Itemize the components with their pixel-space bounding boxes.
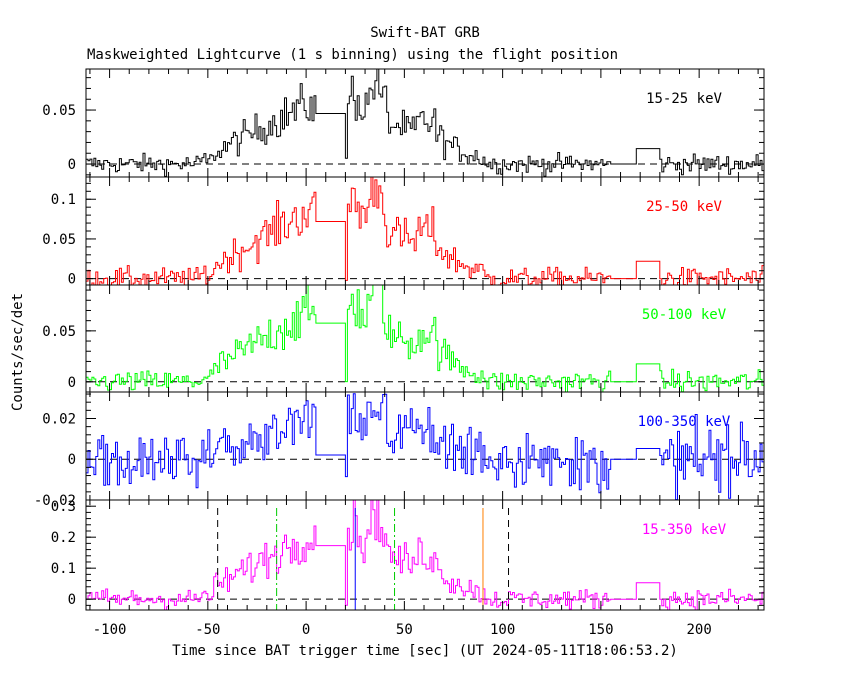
- panel-frame: [85, 391, 765, 501]
- y-tick-label: 0: [68, 592, 76, 608]
- lightcurve-trace: [86, 393, 764, 500]
- x-tick-label: 200: [686, 622, 711, 638]
- lightcurve-trace: [86, 177, 764, 285]
- band-label: 50-100 keV: [642, 307, 727, 323]
- x-tick-label: -50: [195, 622, 220, 638]
- x-tick-label: 150: [588, 622, 613, 638]
- band-label: 15-25 keV: [646, 91, 722, 107]
- y-tick-label: 0.2: [51, 530, 76, 546]
- lightcurve-trace: [86, 69, 764, 177]
- y-tick-label: 0.05: [42, 324, 76, 340]
- band-label: 25-50 keV: [646, 199, 722, 215]
- panel-100-350-kev: -0.02 0 0.02 100-350 keV: [34, 391, 765, 509]
- x-tick-label: 50: [396, 622, 413, 638]
- y-tick-label: 0.1: [51, 561, 76, 577]
- y-tick-label: 0.3: [51, 499, 76, 515]
- lightcurve-trace: [86, 500, 764, 610]
- x-tick-label: -100: [93, 622, 127, 638]
- y-axis-label: Counts/sec/det: [10, 293, 26, 411]
- y-tick-label: 0.05: [42, 103, 76, 119]
- panel-50-100-kev: 0 0.05 50-100 keV: [42, 284, 765, 393]
- y-tick-label: 0.02: [42, 411, 76, 427]
- chart-subtitle: Maskweighted Lightcurve (1 s binning) us…: [87, 47, 618, 63]
- x-tick-label: 100: [490, 622, 515, 638]
- x-axis-label: Time since BAT trigger time [sec] (UT 20…: [172, 643, 678, 659]
- y-tick-label: 0.1: [51, 192, 76, 208]
- panel-25-50-kev: 0 0.05 0.1 25-50 keV: [42, 176, 765, 288]
- x-tick-label: 0: [302, 622, 310, 638]
- y-tick-label: 0: [68, 272, 76, 288]
- band-label: 100-350 keV: [638, 414, 731, 430]
- panel-15-25-kev: 0 0.05 15-25 keV: [42, 68, 765, 178]
- y-tick-label: 0: [68, 157, 76, 173]
- chart-title: Swift-BAT GRB: [370, 25, 480, 41]
- lightcurve-trace: [86, 285, 764, 392]
- y-tick-label: -0.02: [34, 493, 76, 509]
- y-tick-label: 0: [68, 375, 76, 391]
- panel-15-350-kev: 0 0.1 0.2 0.3 15-350 keV: [51, 499, 765, 611]
- panel-frame: [85, 499, 765, 611]
- y-tick-label: 0: [68, 452, 76, 468]
- band-label: 15-350 keV: [642, 522, 727, 538]
- y-tick-label: 0.05: [42, 232, 76, 248]
